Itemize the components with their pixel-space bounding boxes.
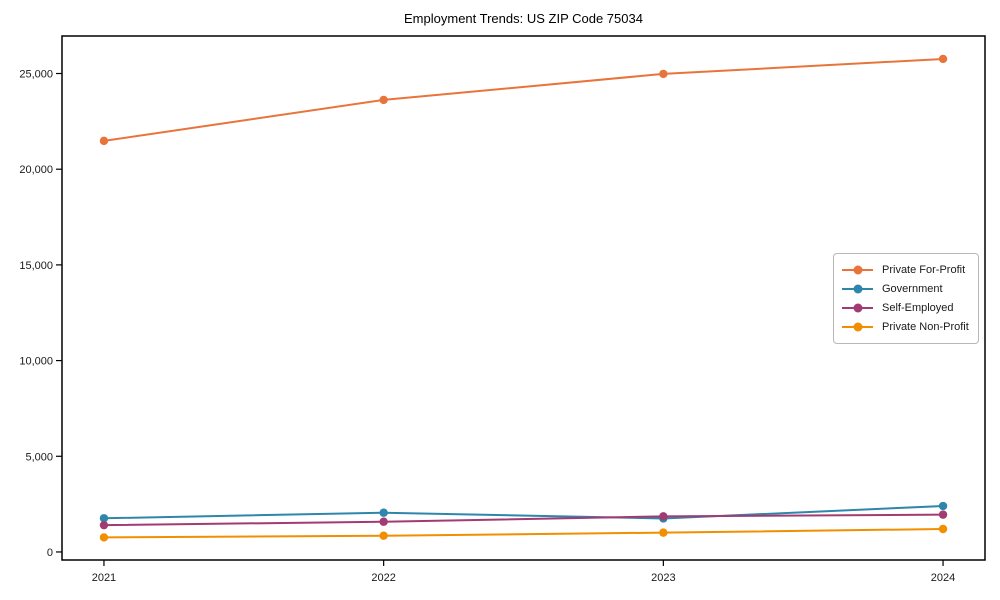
data-point-private-for-profit-2021 bbox=[99, 136, 109, 146]
y-axis-tick-label: 0 bbox=[47, 547, 53, 559]
x-axis-tick-label: 2022 bbox=[371, 572, 395, 584]
legend-dot-icon bbox=[853, 303, 862, 313]
legend-label: Private For-Profit bbox=[882, 264, 966, 277]
legend-dot-icon bbox=[853, 265, 862, 275]
data-point-private-for-profit-2023 bbox=[659, 69, 668, 79]
legend-dot-icon bbox=[853, 284, 862, 294]
data-point-self-employed-2024 bbox=[938, 510, 948, 519]
legend-item: Private For-Profit bbox=[842, 261, 970, 280]
data-point-government-2022 bbox=[379, 508, 388, 517]
legend-line-marker-icon bbox=[842, 303, 873, 313]
y-axis-tick-label: 15,000 bbox=[19, 260, 53, 272]
data-point-self-employed-2022 bbox=[379, 517, 388, 526]
data-point-self-employed-2023 bbox=[659, 512, 668, 521]
legend-label: Government bbox=[882, 283, 943, 296]
legend-label: Self-Employed bbox=[882, 301, 954, 314]
legend-dot-icon bbox=[853, 322, 862, 332]
y-axis-tick-label: 5,000 bbox=[25, 451, 53, 463]
legend-item: Self-Employed bbox=[842, 299, 970, 318]
plot-border bbox=[61, 35, 986, 561]
data-point-government-2024 bbox=[938, 501, 948, 511]
data-point-private-non-profit-2021 bbox=[99, 533, 109, 542]
data-point-private-non-profit-2024 bbox=[938, 524, 948, 534]
data-point-government-2021 bbox=[99, 514, 109, 523]
data-point-private-for-profit-2024 bbox=[938, 54, 948, 64]
legend-line-marker-icon bbox=[842, 284, 873, 294]
data-point-private-non-profit-2023 bbox=[659, 528, 668, 537]
series-line-private-non-profit bbox=[103, 527, 944, 539]
series-line-private-for-profit bbox=[103, 57, 944, 142]
series-line-self-employed bbox=[103, 513, 944, 527]
legend-line-marker-icon bbox=[842, 322, 873, 332]
chart-title: Employment Trends: US ZIP Code 75034 bbox=[404, 11, 643, 26]
chart-legend: Private For-Profit Government Self-Emplo… bbox=[833, 253, 979, 344]
y-axis-tick-label: 25,000 bbox=[19, 69, 53, 81]
series-line-government bbox=[103, 505, 944, 520]
x-axis-tick-label: 2024 bbox=[931, 572, 955, 584]
legend-line-marker-icon bbox=[842, 265, 873, 275]
legend-item: Government bbox=[842, 280, 970, 299]
data-point-self-employed-2021 bbox=[99, 520, 109, 530]
data-point-private-non-profit-2022 bbox=[379, 531, 388, 540]
x-axis-tick-label: 2021 bbox=[92, 572, 116, 584]
data-point-private-for-profit-2022 bbox=[379, 95, 388, 105]
y-axis-tick-label: 20,000 bbox=[19, 164, 53, 176]
x-axis-tick-label: 2023 bbox=[651, 572, 675, 584]
legend-item: Private Non-Profit bbox=[842, 317, 970, 336]
legend-label: Private Non-Profit bbox=[882, 320, 969, 333]
y-axis-tick-label: 10,000 bbox=[19, 356, 53, 368]
